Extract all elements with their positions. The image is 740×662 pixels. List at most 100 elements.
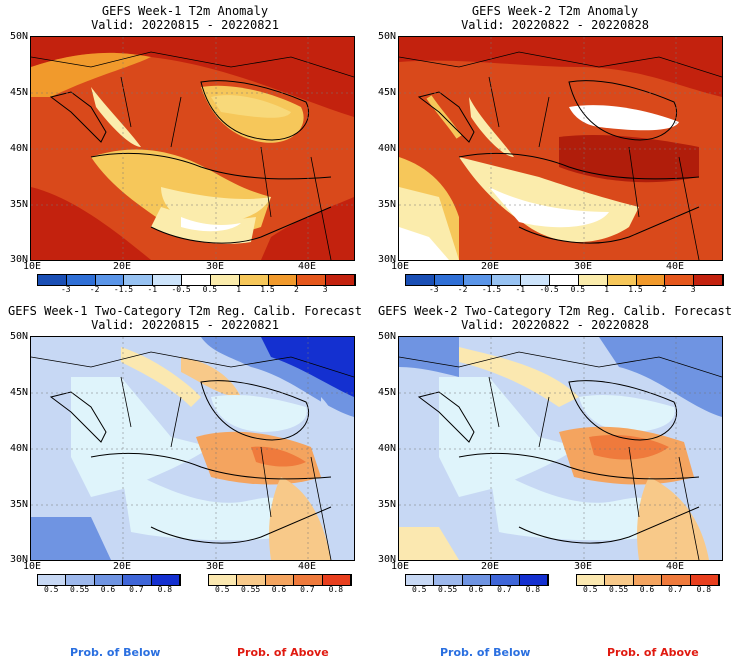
colorbar-swatch [462, 575, 492, 585]
panel-week2-anomaly: GEFS Week-2 T2m Anomaly Valid: 20220822 … [370, 0, 740, 300]
below-colorbar-labels: 0.5 0.55 0.6 0.7 0.8 [405, 586, 547, 596]
colorbar-swatch [124, 275, 154, 285]
lon-label: 20E [480, 261, 500, 272]
colorbar-swatch [662, 575, 691, 585]
lon-label: 20E [112, 561, 132, 572]
panel-week1-anomaly: GEFS Week-1 T2m Anomaly Valid: 20220815 … [0, 0, 370, 300]
lat-label: 40N [377, 143, 396, 154]
lat-label: 35N [9, 199, 28, 210]
prob-above-label: Prob. of Above [607, 646, 699, 659]
below-colorbar-labels: 0.5 0.55 0.6 0.7 0.8 [37, 586, 179, 596]
colorbar-swatch [690, 575, 719, 585]
lon-label: 10E [22, 561, 42, 572]
lon-label: 30E [205, 561, 225, 572]
anomaly-colorbar-labels: -3 -2 -1.5 -1 -0.5 0.5 1 1.5 2 3 [405, 286, 722, 296]
colorbar-swatch [406, 275, 435, 285]
anomaly-colorbar-labels: -3 -2 -1.5 -1 -0.5 0.5 1 1.5 2 3 [37, 286, 354, 296]
colorbar-swatch [153, 275, 183, 285]
lon-label: 10E [22, 261, 42, 272]
colorbar-tick-label: 0.5 [570, 285, 586, 294]
panel-week1-probability: GEFS Week-1 Two-Category T2m Reg. Calib.… [0, 300, 370, 662]
colorbar-swatch [519, 575, 548, 585]
colorbar-swatch [265, 575, 295, 585]
prob-below-label: Prob. of Below [440, 646, 531, 659]
colorbar-tick-label: 0.8 [328, 585, 344, 594]
lon-label: 30E [573, 261, 593, 272]
lat-label: 50N [9, 31, 28, 42]
lon-label: 30E [205, 261, 225, 272]
lon-label: 30E [573, 561, 593, 572]
colorbar-swatch [326, 275, 355, 285]
colorbar-tick-label: -3 [428, 285, 439, 294]
lat-label: 45N [377, 387, 396, 398]
colorbar-tick-label: 1.5 [260, 285, 275, 294]
colorbar-tick-label: 1 [604, 285, 610, 294]
lat-label: 35N [377, 499, 396, 510]
panel-title: GEFS Week-2 Two-Category T2m Reg. Calib.… [377, 304, 732, 318]
lon-label: 20E [480, 561, 500, 572]
colorbar-tick-label: 0.6 [100, 585, 116, 594]
lon-label: 40E [297, 561, 317, 572]
colorbar-swatch [210, 275, 240, 285]
colorbar-tick-label: 0.6 [468, 585, 484, 594]
colorbar-swatch [578, 275, 608, 285]
lat-label: 30N [9, 554, 28, 565]
anomaly-colorbar [37, 274, 356, 286]
colorbar-swatch [182, 275, 211, 285]
colorbar-swatch [239, 275, 269, 285]
colorbar-tick-label: 0.8 [525, 585, 541, 594]
above-colorbar [208, 574, 352, 586]
lat-label: 40N [377, 443, 396, 454]
panel-title: GEFS Week-1 Two-Category T2m Reg. Calib.… [7, 304, 362, 318]
colorbar-tick-label: 0.5 [411, 585, 427, 594]
colorbar-swatch [434, 275, 464, 285]
colorbar-tick-label: 2 [293, 285, 299, 294]
colorbar-swatch [463, 275, 493, 285]
prob-above-label: Prob. of Above [237, 646, 329, 659]
colorbar-tick-label: -2 [89, 285, 100, 294]
lat-label: 50N [9, 331, 28, 342]
colorbar-swatch [123, 575, 152, 585]
colorbar-swatch [322, 575, 351, 585]
colorbar-swatch [209, 575, 238, 585]
colorbar-tick-label: 0.7 [300, 585, 315, 594]
colorbar-tick-label: -0.5 [171, 285, 191, 294]
colorbar-tick-label: 0.55 [437, 585, 458, 594]
colorbar-swatch [66, 575, 95, 585]
colorbar-tick-label: 0.5 [214, 585, 230, 594]
colorbar-tick-label: 0.6 [271, 585, 287, 594]
colorbar-tick-label: 0.7 [668, 585, 683, 594]
colorbar-swatch [406, 575, 435, 585]
panel-valid-dates: Valid: 20220822 - 20220828 [461, 18, 649, 32]
colorbar-swatch [294, 575, 323, 585]
colorbar-swatch [636, 275, 666, 285]
colorbar-tick-label: 0.5 [43, 585, 59, 594]
colorbar-swatch [633, 575, 663, 585]
colorbar-tick-label: -2 [457, 285, 468, 294]
panel-valid-dates: Valid: 20220815 - 20220821 [91, 18, 279, 32]
colorbar-swatch [434, 575, 463, 585]
colorbar-swatch [151, 575, 180, 585]
colorbar-swatch [577, 575, 606, 585]
lat-label: 45N [9, 87, 28, 98]
colorbar-swatch [694, 275, 723, 285]
lon-label: 20E [112, 261, 132, 272]
lat-label: 40N [9, 143, 28, 154]
panel-title: GEFS Week-2 T2m Anomaly [471, 4, 639, 18]
colorbar-swatch [492, 275, 522, 285]
colorbar-tick-label: 1.5 [628, 285, 643, 294]
colorbar-swatch [605, 575, 634, 585]
colorbar-swatch [38, 275, 67, 285]
lat-label: 40N [9, 443, 28, 454]
prob-below-label: Prob. of Below [70, 646, 161, 659]
above-colorbar-labels: 0.5 0.55 0.6 0.7 0.8 [208, 586, 350, 596]
colorbar-swatch [550, 275, 579, 285]
colorbar-tick-label: 0.55 [69, 585, 90, 594]
probability-map [398, 336, 723, 561]
below-colorbar [37, 574, 181, 586]
colorbar-swatch [521, 275, 551, 285]
colorbar-tick-label: 0.7 [497, 585, 512, 594]
lat-label: 45N [377, 87, 396, 98]
colorbar-tick-label: 0.5 [202, 285, 218, 294]
colorbar-swatch [491, 575, 520, 585]
